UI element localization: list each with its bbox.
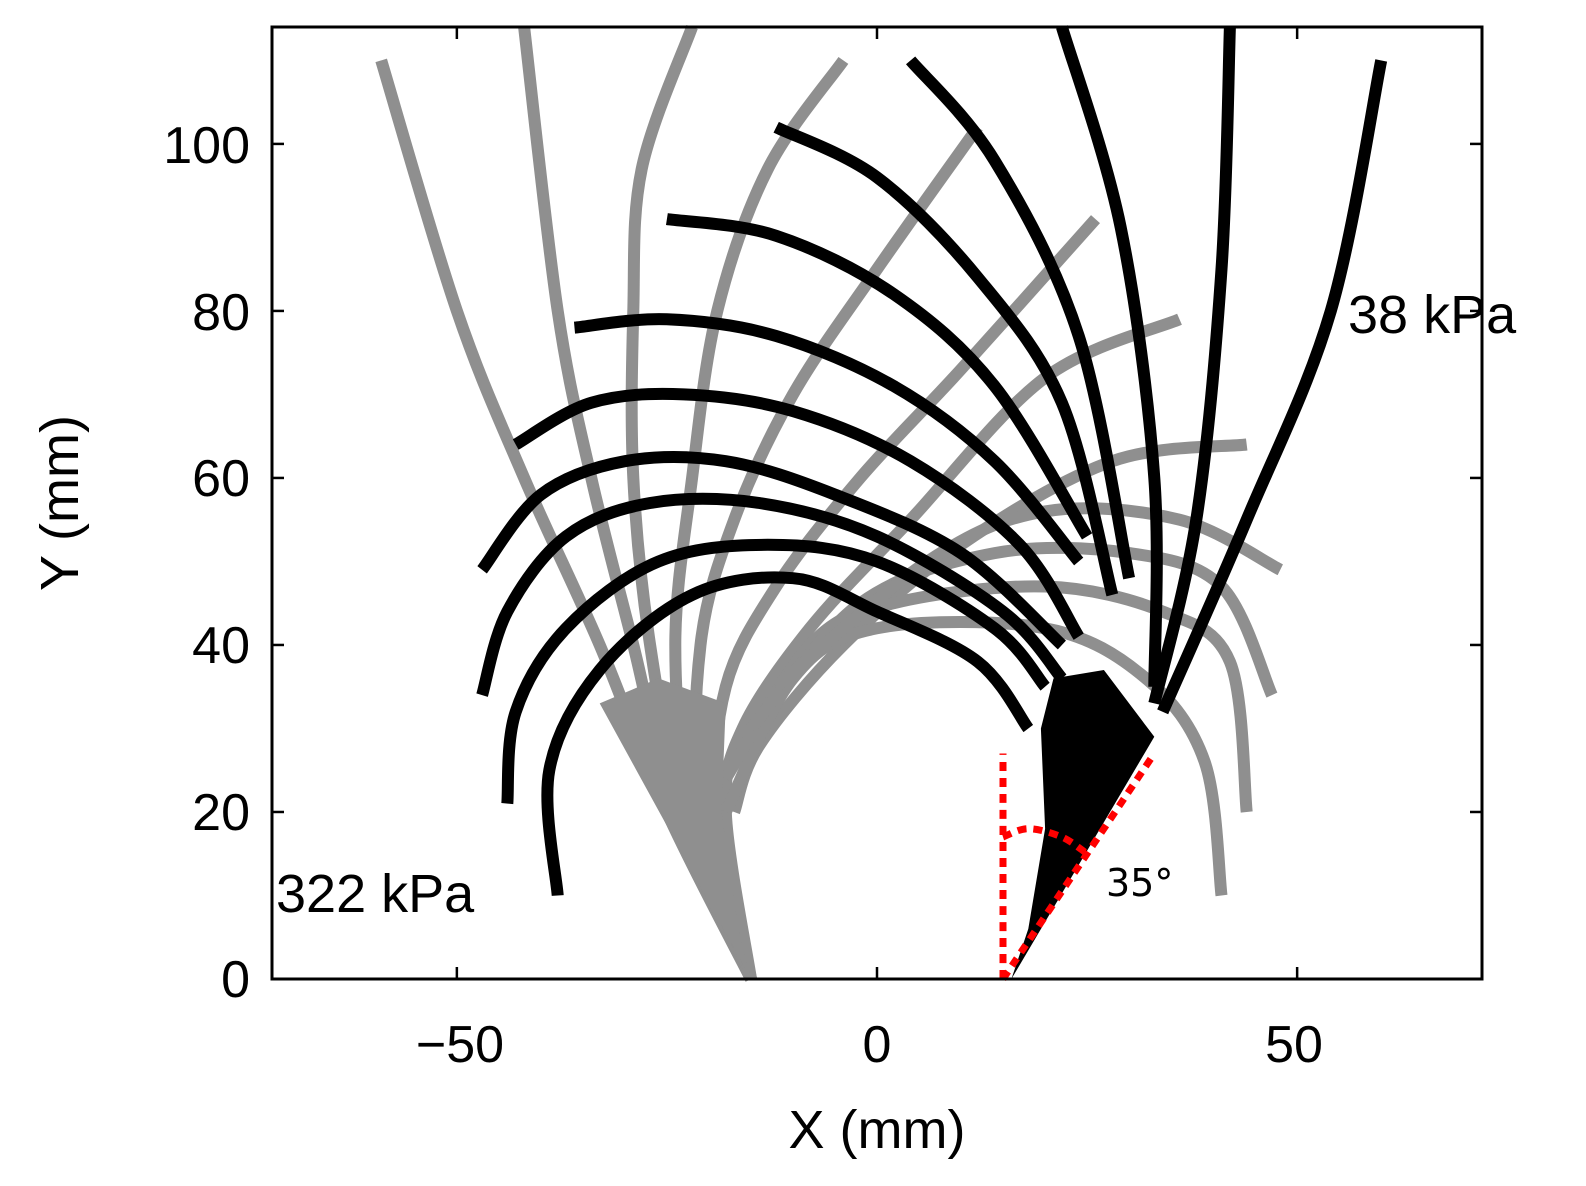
series-black-arc-5 xyxy=(512,387,1084,640)
annotation-high-pressure: 322 kPa xyxy=(276,864,475,924)
series-black-arc-4 xyxy=(477,451,1066,650)
series-black-arc-6 xyxy=(573,313,1084,566)
guide-angle-line xyxy=(1000,751,1158,981)
series-black-arc-1 xyxy=(541,571,1034,897)
series-black-arc-8 xyxy=(773,121,1119,597)
x-tick-label-50: 50 xyxy=(1265,1016,1323,1074)
tick-layer xyxy=(272,27,1482,981)
guide-layer xyxy=(999,751,1158,981)
x-tick-label-neg50: −50 xyxy=(416,1016,504,1074)
y-tick-label-60: 60 xyxy=(192,450,250,508)
black-fan-convergence xyxy=(1011,670,1155,979)
series-black-fan-2 xyxy=(1148,26,1236,705)
y-tick-label-40: 40 xyxy=(192,617,250,675)
y-tick-label-20: 20 xyxy=(192,784,250,842)
y-axis-title: Y (mm) xyxy=(30,415,90,591)
series-black-arc-7 xyxy=(665,213,1093,540)
series-black-arc-9 xyxy=(906,56,1135,580)
fan-fill-layer xyxy=(599,670,1155,979)
series-black-arc-2 xyxy=(501,538,1050,805)
series-black-fan-3 xyxy=(1157,59,1388,715)
series-black-arc-3 xyxy=(476,492,1067,697)
series-black-fan-1 xyxy=(1056,25,1163,687)
x-axis-title: X (mm) xyxy=(789,1100,966,1160)
annotation-angle: 35° xyxy=(1106,861,1173,905)
gray-fan-convergence xyxy=(599,678,751,979)
y-tick-label-0: 0 xyxy=(221,951,250,1009)
y-tick-label-100: 100 xyxy=(163,117,250,175)
y-tick-label-80: 80 xyxy=(192,284,250,342)
series-gray-arc-3 xyxy=(746,541,1278,733)
annotation-low-pressure: 38 kPa xyxy=(1348,285,1517,345)
x-tick-label-0: 0 xyxy=(863,1016,892,1074)
